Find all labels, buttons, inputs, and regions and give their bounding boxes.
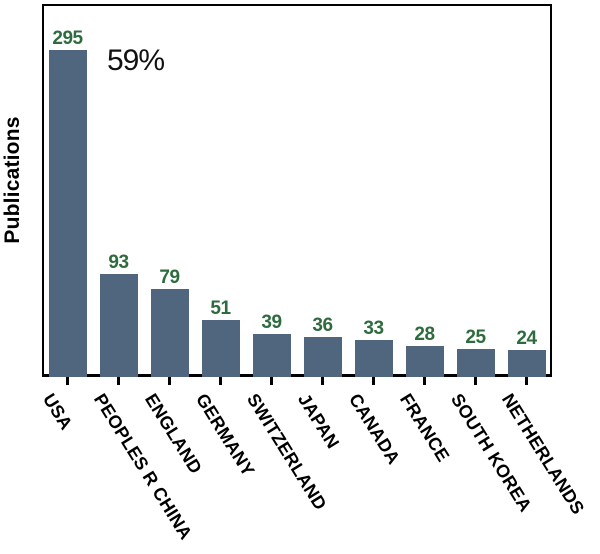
x-axis-tick-label-peoples-r-china: PEOPLES R CHINA — [89, 390, 196, 544]
usa-percentage-annotation: 59% — [107, 44, 165, 77]
bar-south-korea — [456, 349, 495, 377]
bar-value-label-peoples-r-china: 93 — [108, 252, 129, 273]
bar-switzerland — [252, 334, 291, 377]
bar-canada — [354, 340, 393, 377]
x-axis-tick-japan — [321, 377, 324, 385]
bar-value-label-south-korea: 25 — [465, 327, 486, 348]
bar-netherlands — [507, 350, 546, 377]
plot-frame — [42, 4, 552, 377]
x-axis-tick-label-canada: CANADA — [344, 390, 404, 468]
bar-value-label-usa: 295 — [52, 28, 83, 49]
bar-england — [150, 289, 189, 377]
bar-value-label-france: 28 — [414, 324, 435, 345]
x-axis-tick-label-usa: USA — [38, 390, 76, 434]
x-axis-tick-south-korea — [474, 377, 477, 385]
x-axis-tick-label-japan: JAPAN — [293, 390, 343, 453]
x-axis-tick-peoples-r-china — [117, 377, 120, 385]
x-axis-tick-germany — [219, 377, 222, 385]
bar-value-label-germany: 51 — [210, 298, 231, 319]
y-axis-label: Publications — [1, 116, 24, 244]
x-axis-tick-france — [423, 377, 426, 385]
bar-value-label-switzerland: 39 — [261, 312, 282, 333]
bar-japan — [303, 337, 342, 377]
x-axis-tick-label-france: FRANCE — [395, 390, 453, 466]
x-axis-tick-switzerland — [270, 377, 273, 385]
bar-germany — [201, 320, 240, 377]
bar-value-label-japan: 36 — [312, 315, 333, 336]
bar-value-label-england: 79 — [159, 267, 180, 288]
bar-value-label-canada: 33 — [363, 318, 384, 339]
bar-usa — [48, 50, 87, 377]
bar-france — [405, 346, 444, 377]
bar-peoples-r-china — [99, 274, 138, 377]
x-axis-tick-usa — [66, 377, 69, 385]
x-axis-tick-england — [168, 377, 171, 385]
x-axis-tick-canada — [372, 377, 375, 385]
x-axis-tick-netherlands — [525, 377, 528, 385]
bar-value-label-netherlands: 24 — [516, 328, 537, 349]
